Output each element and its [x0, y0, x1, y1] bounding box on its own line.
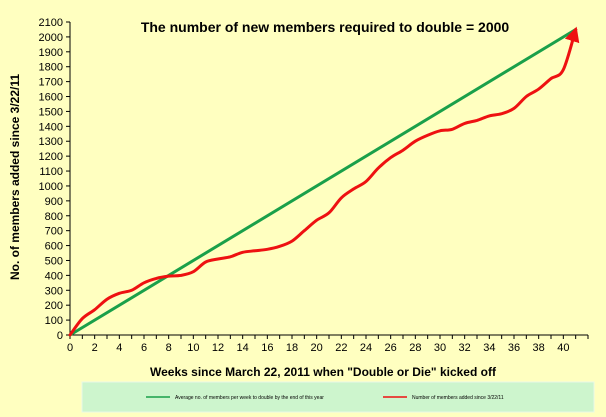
- y-tick-label: 400: [45, 270, 63, 282]
- y-tick-label: 1200: [39, 151, 63, 163]
- y-tick-label: 200: [45, 300, 63, 312]
- series-layer: [68, 26, 580, 337]
- x-tick-label: 24: [360, 342, 372, 354]
- x-tick-label: 36: [508, 342, 520, 354]
- x-tick-label: 38: [533, 342, 545, 354]
- x-tick-label: 22: [335, 342, 347, 354]
- y-tick-label: 800: [45, 211, 63, 223]
- x-tick-label: 18: [286, 342, 298, 354]
- y-tick-label: 500: [45, 255, 63, 267]
- y-tick-label: 2000: [39, 32, 63, 44]
- x-tick-label: 40: [557, 342, 569, 354]
- x-tick-label: 8: [166, 342, 172, 354]
- y-tick-label: 1800: [39, 62, 63, 74]
- x-tick-label: 10: [187, 342, 199, 354]
- x-tick-label: 12: [212, 342, 224, 354]
- y-tick-label: 1600: [39, 92, 63, 104]
- series-line-2: [68, 26, 580, 337]
- x-tick-label: 0: [67, 342, 73, 354]
- y-tick-label: 1900: [39, 47, 63, 59]
- x-tick-label: 20: [311, 342, 323, 354]
- x-axis-label: Weeks since March 22, 2011 when "Double …: [150, 365, 497, 379]
- x-tick-label: 4: [116, 342, 122, 354]
- y-tick-label: 0: [57, 330, 63, 342]
- series-line-1: [68, 28, 578, 337]
- x-tick-label: 28: [409, 342, 421, 354]
- x-tick-label: 32: [459, 342, 471, 354]
- y-tick-label: 1500: [39, 106, 63, 118]
- legend-label-1: Average no. of members per week to doubl…: [175, 395, 324, 401]
- x-tick-label: 16: [261, 342, 273, 354]
- x-tick-label: 6: [141, 342, 147, 354]
- y-tick-label: 1300: [39, 136, 63, 148]
- legend-label-2: Number of members added since 3/22/11: [412, 395, 504, 401]
- x-tick-label: 34: [483, 342, 495, 354]
- axes: 0100200300400500600700800900100011001200…: [39, 17, 589, 354]
- y-tick-label: 1000: [39, 181, 63, 193]
- x-tick-label: 14: [237, 342, 249, 354]
- y-tick-label: 1700: [39, 77, 63, 89]
- legend: Average no. of members per week to doubl…: [81, 381, 595, 413]
- y-tick-label: 300: [45, 285, 63, 297]
- x-tick-label: 2: [92, 342, 98, 354]
- y-tick-label: 900: [45, 196, 63, 208]
- y-tick-label: 2100: [39, 17, 63, 29]
- y-tick-label: 100: [45, 315, 63, 327]
- y-tick-label: 1400: [39, 121, 63, 133]
- y-axis-label: No. of members added since 3/22/11: [8, 74, 22, 280]
- y-tick-label: 700: [45, 226, 63, 238]
- x-tick-label: 30: [434, 342, 446, 354]
- chart-title: The number of new members required to do…: [141, 19, 510, 35]
- x-tick-label: 26: [385, 342, 397, 354]
- y-tick-label: 1100: [39, 166, 63, 178]
- y-tick-label: 600: [45, 241, 63, 253]
